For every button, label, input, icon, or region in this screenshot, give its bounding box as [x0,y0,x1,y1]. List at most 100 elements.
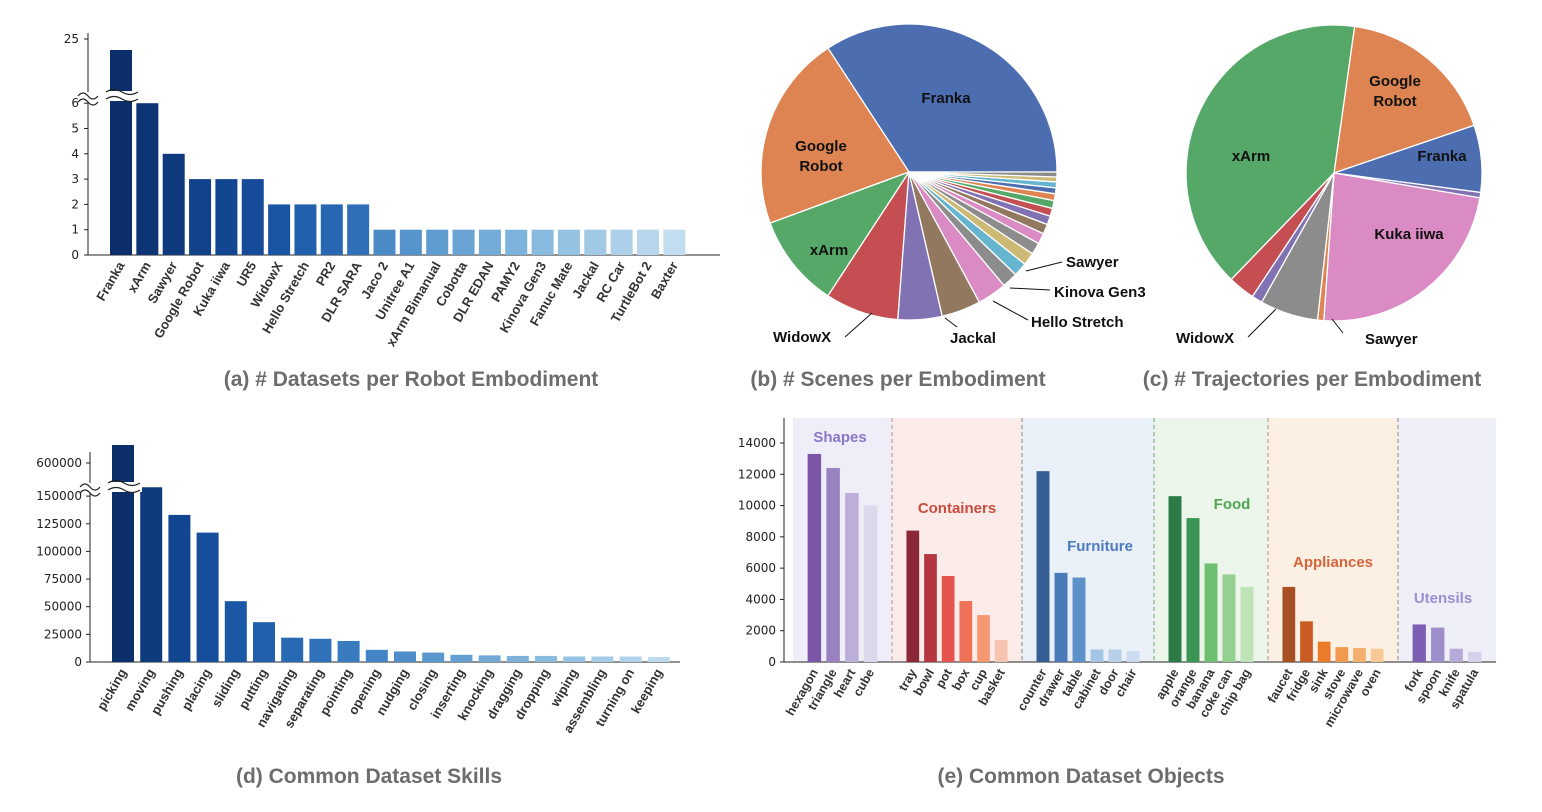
slice-kuka-iiwa [1323,172,1481,322]
bar-unitree-a1 [399,229,422,255]
leader-line-widowx [844,312,873,338]
bar-table [1072,577,1086,662]
bar-break-mark [107,479,141,494]
bar-kinova-gen3 [531,229,554,255]
leader-line-hello-stretch [992,300,1029,321]
slice-xarm [769,170,911,297]
y-tick-label-600000: 600000 [36,456,82,470]
slice-other-12 [908,171,1058,178]
group-label-shapes: Shapes [813,429,866,446]
bar-knife [1449,648,1463,662]
leader-line-sawyer [1025,261,1063,272]
group-label-utensils: Utensils [1414,590,1472,607]
bar-inserting [450,654,473,662]
bar-break-gap [108,482,142,492]
leader-line-jackal [944,317,958,328]
caption-d: (d) Common Dataset Skills [236,765,502,788]
pie-label-widowx: WidowX [1176,330,1234,347]
bar-ur5 [241,179,264,255]
group-label-appliances: Appliances [1293,554,1373,571]
bar-kuka-iiwa [215,179,238,255]
x-tick-label-franka: Franka [93,258,128,303]
bar-tray [906,530,920,662]
y-tick-label-125000: 125000 [36,517,82,531]
y-tick-label-5: 5 [71,122,79,136]
bar-assembling [591,656,614,662]
bar-hello-stretch [294,204,317,255]
bar-triangle [826,468,840,662]
group-label-furniture: Furniture [1067,538,1133,555]
pie-label-google-robot: Google Robot [795,138,847,175]
y-tick-label-0: 0 [74,655,82,669]
pie-label-franka: Franka [921,90,971,107]
y-tick-label-150000: 150000 [36,489,82,503]
bar-jackal [584,229,607,255]
y-tick-label-1: 1 [71,223,79,237]
leader-line-kinova-gen3 [1009,287,1051,291]
bar-cube [863,505,878,662]
bar-coke-can [1222,574,1236,662]
x-tick-label-baxter: Baxter [648,259,681,302]
bar-putting [253,622,275,662]
bar-sliding [224,601,247,662]
bar-nudging [394,651,416,662]
y-tick-label-75000: 75000 [44,572,82,586]
bar-sink [1317,641,1331,662]
y-tick-label-6: 6 [71,96,79,110]
bar-separating [309,638,332,662]
axis-break-mark [79,483,101,497]
band-utensils [1398,418,1496,662]
caption-c: (c) # Trajectories per Embodiment [1143,368,1481,391]
bar-pointing [337,640,360,662]
y-tick-label-0: 0 [71,248,79,262]
bar-xarm-bimanual [426,229,449,255]
x-tick-label-pr2: PR2 [313,259,339,288]
bar-banana [1204,563,1218,662]
group-label-food: Food [1214,496,1251,513]
bar-google-robot [189,179,212,255]
chart-common-dataset-skills: 0 25000 50000 75000 100000 125000 150000 600000… [36,445,680,735]
axis-break-mark [77,92,99,106]
pie-label-line: Robot [799,158,842,175]
chart-common-dataset-objects: 02000400060008000100001200014000hexagont… [738,418,1496,729]
y-tick-label-6000: 6000 [745,561,776,575]
slice-xarm [1185,24,1356,281]
pie-label-jackal: Jackal [950,330,996,347]
y-tick-label-50000: 50000 [44,600,82,614]
bar-pushing [168,514,191,662]
y-tick-label-2: 2 [71,197,79,211]
axis-break-mask [81,92,95,102]
caption-e: (e) Common Dataset Objects [937,765,1224,788]
y-tick-label-2000: 2000 [745,624,776,638]
bar-pot [941,575,955,662]
x-tick-label-ur5: UR5 [233,259,259,289]
bar-closing [422,652,445,662]
y-tick-label-10000: 10000 [738,499,776,513]
bar-apple [1168,496,1182,662]
bar-break-mark [105,88,139,103]
bar-keeping [647,657,670,662]
bar-stove [1335,647,1349,662]
bar-baxter [663,229,686,255]
pie-label-line: Google [1369,73,1421,90]
bar-placing [196,532,219,662]
pie-label-kinova-gen3: Kinova Gen3 [1054,284,1146,301]
bar-cobotta [452,229,475,255]
bar-counter [1036,471,1050,662]
y-tick-label-8000: 8000 [745,530,776,544]
y-tick-label-3: 3 [71,172,79,186]
y-tick-label-12000: 12000 [738,467,776,481]
pie-label-line: Google [795,138,847,155]
y-tick-label-14000: 14000 [738,436,776,450]
caption-a: (a) # Datasets per Robot Embodiment [224,368,599,391]
bar-cabinet [1090,649,1104,662]
bar-door [1108,649,1122,662]
chart-scenes-per-embodiment: Franka Google Robot xArm WidowX Jackal Hello S… [760,23,1146,347]
bar-turtlebot-2 [637,229,659,255]
bar-dropping [535,655,557,662]
bar-fridge [1300,621,1313,662]
bar-spatula [1468,651,1482,662]
bar-pr2 [320,204,343,255]
pie-label-xarm: xArm [810,242,848,259]
